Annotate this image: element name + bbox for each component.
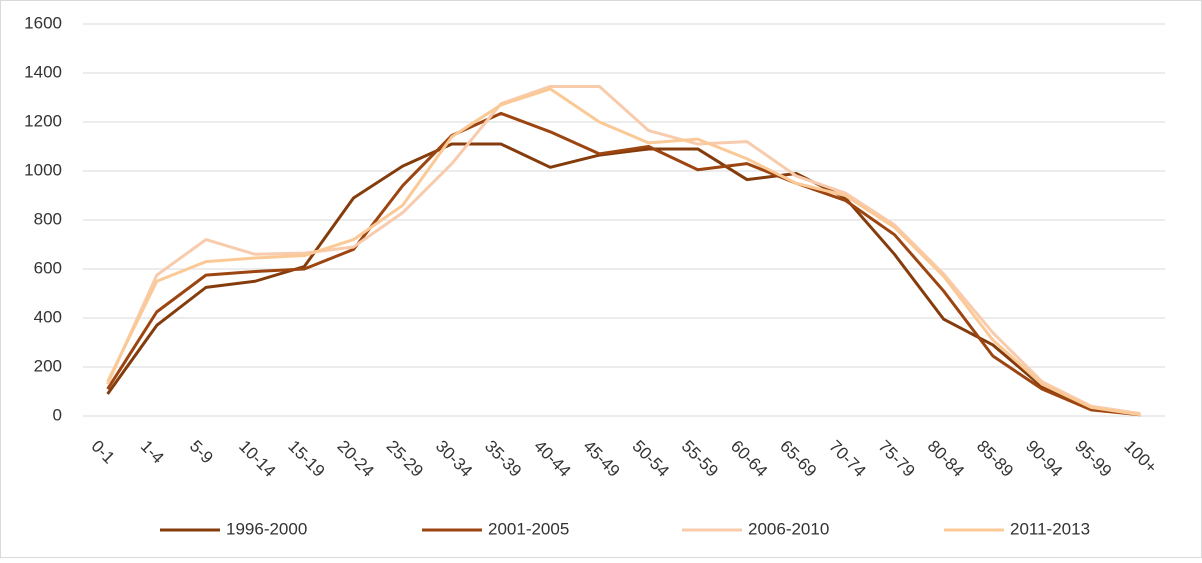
series-line: [106, 87, 1141, 417]
y-tick-label: 400: [34, 307, 62, 326]
legend-label: 2001-2005: [488, 519, 569, 538]
series-line: [106, 142, 1141, 417]
y-tick-label: 1200: [24, 111, 62, 130]
legend-label: 2011-2013: [1010, 519, 1090, 538]
y-tick-label: 800: [34, 209, 62, 228]
legend-label: 1996-2000: [226, 519, 307, 538]
legend-label: 2006-2010: [748, 519, 829, 538]
series-line: [106, 84, 1141, 416]
y-tick-label: 1400: [24, 62, 62, 81]
series-line: [106, 111, 1141, 417]
y-tick-label: 1000: [24, 160, 62, 179]
y-tick-label: 200: [34, 356, 62, 375]
y-tick-label: 600: [34, 258, 62, 277]
y-tick-label: 0: [53, 405, 62, 424]
y-tick-label: 1600: [24, 13, 62, 32]
